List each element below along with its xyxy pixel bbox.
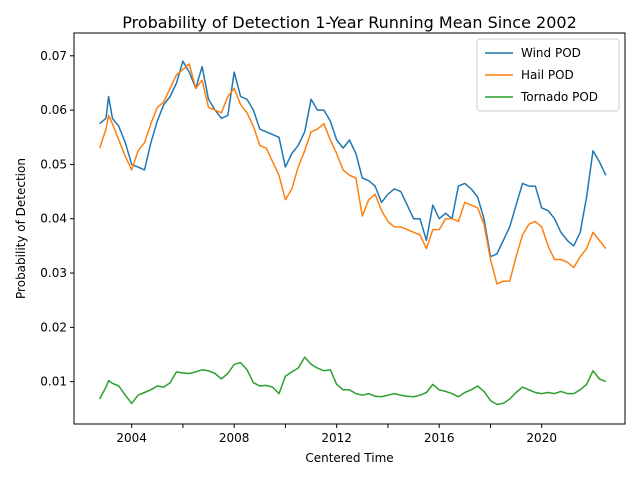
x-tick-label: 2004 [116, 431, 147, 445]
legend-label-wind-pod: Wind POD [521, 46, 581, 60]
series-line-wind-pod [99, 60, 607, 258]
x-axis: 2004 2008 2012 2016 2020 [116, 424, 557, 445]
y-tick-label: 0.03 [40, 266, 67, 280]
x-axis-label: Centered Time [305, 451, 393, 465]
legend-label-hail-pod: Hail POD [521, 68, 574, 82]
x-tick-label: 2008 [219, 431, 250, 445]
x-tick-label: 2016 [424, 431, 455, 445]
y-axis-label: Probability of Detection [14, 158, 28, 299]
x-tick-label: 2012 [321, 431, 352, 445]
axes-frame [73, 32, 626, 425]
plot-area [98, 60, 607, 406]
series-line-tornado-pod [98, 356, 607, 406]
chart-title: Probability of Detection 1-Year Running … [122, 13, 577, 32]
legend-label-tornado-pod: Tornado POD [520, 90, 598, 104]
series-line-hail-pod [98, 63, 607, 285]
y-tick-label: 0.02 [40, 320, 67, 334]
y-axis: 0.01 0.02 0.03 0.04 0.05 0.06 0.07 [40, 49, 74, 389]
y-tick-label: 0.04 [40, 212, 67, 226]
y-tick-label: 0.06 [40, 103, 67, 117]
legend: Wind POD Hail POD Tornado POD [476, 38, 620, 112]
y-tick-label: 0.05 [40, 157, 67, 171]
x-tick-label: 2020 [526, 431, 557, 445]
y-tick-label: 0.07 [40, 49, 67, 63]
y-tick-label: 0.01 [40, 375, 67, 389]
legend-box [476, 38, 620, 112]
